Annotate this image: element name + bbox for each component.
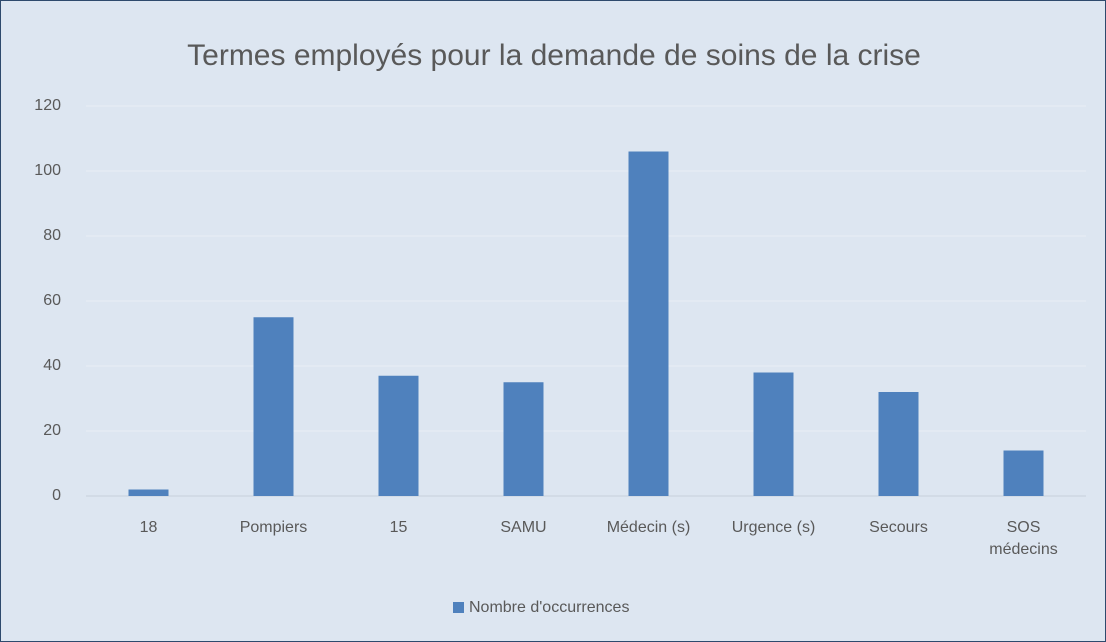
x-tick-label: Pompiers bbox=[239, 519, 308, 536]
x-tick-label: Médecin (s) bbox=[606, 519, 691, 536]
x-tick-label: Urgence (s) bbox=[731, 519, 816, 536]
y-tick-label: 20 bbox=[43, 422, 61, 439]
bar bbox=[1003, 450, 1044, 496]
legend-label: Nombre d'occurrences bbox=[469, 599, 629, 616]
chart-title: Termes employés pour la demande de soins… bbox=[187, 39, 921, 72]
bar bbox=[753, 372, 794, 496]
bar bbox=[503, 382, 544, 496]
bar bbox=[378, 375, 419, 496]
x-tick-label: 15 bbox=[389, 519, 408, 536]
y-tick-label: 120 bbox=[34, 97, 61, 114]
y-tick-label: 80 bbox=[43, 227, 61, 244]
bar bbox=[253, 317, 294, 496]
x-tick-label: SOS médecins bbox=[989, 519, 1058, 558]
y-tick-label: 100 bbox=[34, 162, 61, 179]
x-tick-label: Secours bbox=[869, 519, 928, 536]
y-tick-label: 0 bbox=[52, 487, 61, 504]
bar bbox=[878, 392, 919, 496]
bar bbox=[128, 489, 169, 496]
bar bbox=[628, 151, 669, 496]
legend-swatch bbox=[453, 602, 464, 613]
y-tick-label: 40 bbox=[43, 357, 61, 374]
x-tick-label: 18 bbox=[139, 519, 158, 536]
x-tick-label: SAMU bbox=[500, 519, 547, 536]
y-tick-label: 60 bbox=[43, 292, 61, 309]
